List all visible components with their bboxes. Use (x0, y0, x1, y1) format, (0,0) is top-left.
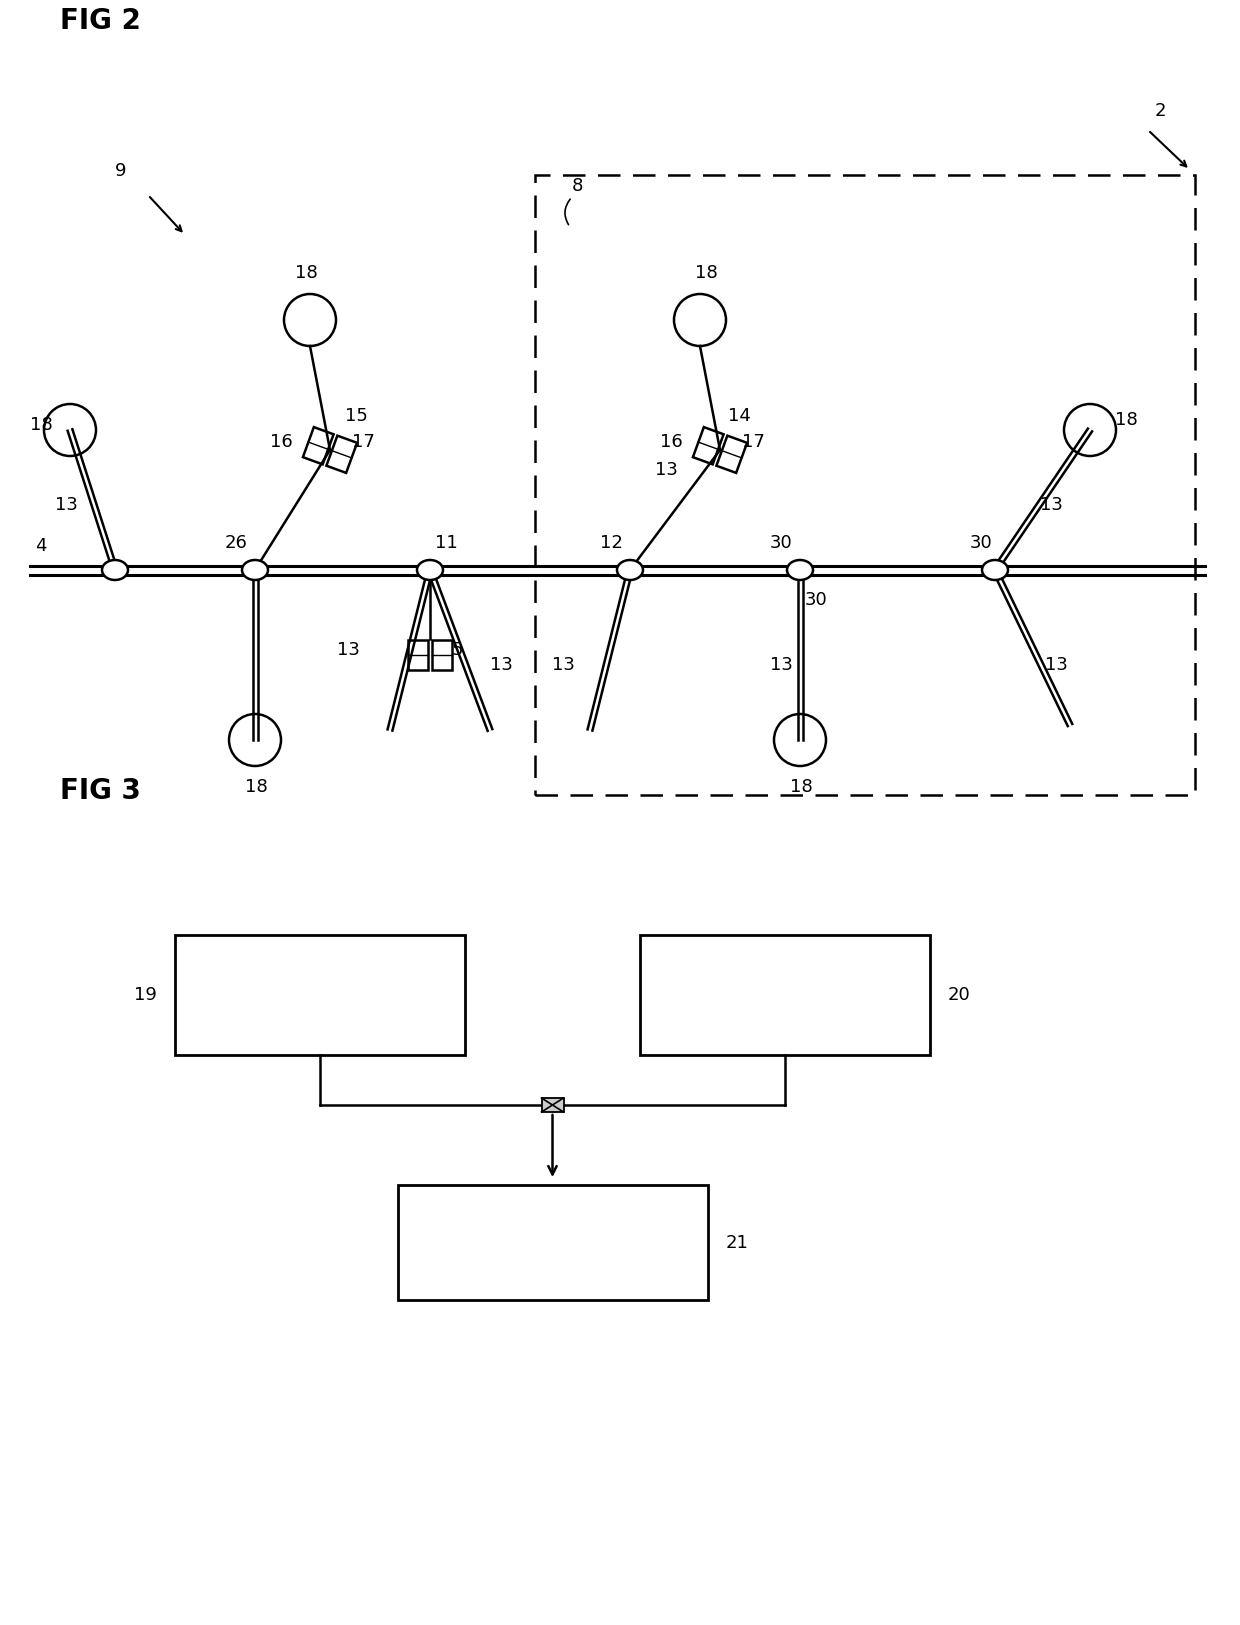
Text: 14: 14 (728, 406, 751, 426)
Text: 26: 26 (224, 535, 248, 552)
Ellipse shape (787, 561, 813, 580)
Text: 13: 13 (1045, 656, 1068, 674)
Text: 20: 20 (949, 986, 971, 1004)
Text: 15: 15 (345, 406, 368, 426)
Text: 30: 30 (805, 592, 828, 609)
Text: 4: 4 (35, 536, 47, 556)
Text: 13: 13 (655, 461, 678, 479)
Text: FIG 3: FIG 3 (60, 777, 141, 804)
Text: 17: 17 (742, 432, 765, 452)
Text: 8: 8 (572, 177, 583, 195)
Bar (175, 934, 465, 1055)
Text: 19: 19 (134, 986, 157, 1004)
Text: 13: 13 (337, 640, 360, 660)
Text: 18: 18 (246, 778, 268, 796)
Text: 17: 17 (352, 432, 374, 452)
Text: 13: 13 (490, 656, 513, 674)
Text: 5: 5 (453, 640, 464, 660)
Text: 9: 9 (115, 162, 126, 180)
Text: FIG 2: FIG 2 (60, 6, 141, 36)
Text: 18: 18 (694, 263, 718, 283)
Text: 13: 13 (1040, 496, 1063, 514)
Ellipse shape (242, 561, 268, 580)
Ellipse shape (982, 561, 1008, 580)
Text: 18: 18 (790, 778, 812, 796)
Text: 13: 13 (55, 496, 78, 514)
Ellipse shape (102, 561, 128, 580)
Bar (693, 427, 724, 465)
Bar (542, 1098, 563, 1112)
Text: 16: 16 (270, 432, 293, 452)
Text: 12: 12 (600, 535, 622, 552)
Text: 18: 18 (1115, 411, 1138, 429)
Bar (640, 934, 930, 1055)
Bar (534, 176, 1195, 795)
Text: 18: 18 (295, 263, 317, 283)
Text: 11: 11 (435, 535, 458, 552)
Bar (717, 436, 746, 473)
Text: 13: 13 (552, 656, 575, 674)
Bar (398, 1185, 708, 1300)
Text: 18: 18 (30, 416, 53, 434)
Text: 2: 2 (1154, 102, 1167, 120)
Bar (432, 640, 453, 669)
Text: 30: 30 (970, 535, 993, 552)
Ellipse shape (618, 561, 644, 580)
Bar (326, 436, 357, 473)
Text: 21: 21 (725, 1233, 749, 1251)
Text: 30: 30 (770, 535, 792, 552)
Bar (408, 640, 428, 669)
Text: 16: 16 (660, 432, 683, 452)
Bar (303, 427, 334, 465)
Ellipse shape (417, 561, 443, 580)
Text: 13: 13 (770, 656, 792, 674)
